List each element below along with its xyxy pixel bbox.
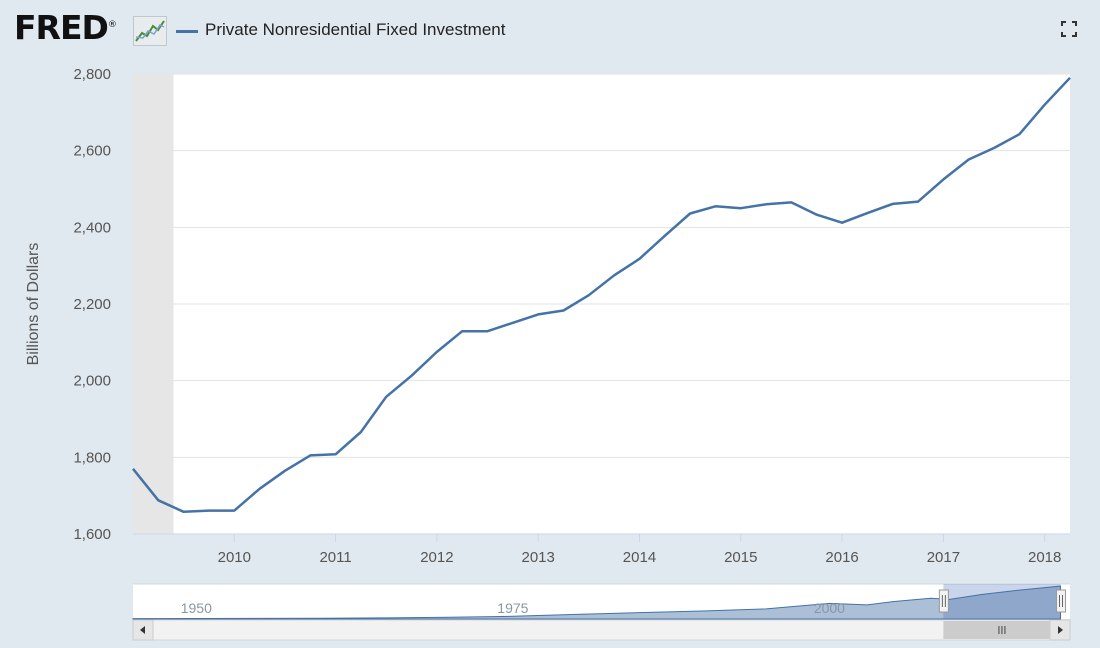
- navigator-series-area: [132, 585, 1061, 620]
- y-tick-label: 1,600: [73, 526, 111, 543]
- recession-shading: [133, 74, 174, 534]
- navigator-handle-left[interactable]: [938, 589, 949, 613]
- x-tick-label: 2012: [420, 549, 453, 566]
- x-tick-label: 2013: [522, 549, 555, 566]
- fred-graph-icon: [133, 16, 167, 46]
- arrow-right-icon: [1058, 626, 1063, 634]
- y-tick-label: 2,200: [73, 296, 111, 313]
- fullscreen-icon[interactable]: [1060, 20, 1078, 38]
- legend-series-name[interactable]: Private Nonresidential Fixed Investment: [205, 20, 506, 39]
- chart-header: FRED® Private Nonresidential Fixed Inves…: [0, 0, 1100, 62]
- navigator-background: [133, 584, 1070, 619]
- x-tick-label: 2016: [825, 549, 858, 566]
- x-tick-label: 2010: [218, 549, 251, 566]
- x-tick-label: 2018: [1028, 549, 1061, 566]
- navigator-handle-right[interactable]: [1056, 589, 1067, 613]
- arrow-left-icon: [140, 626, 145, 634]
- legend-swatch: [176, 30, 198, 33]
- y-tick-label: 2,600: [73, 143, 111, 160]
- scrollbar-track[interactable]: [132, 619, 1071, 641]
- navigator-label: 1950: [181, 600, 212, 616]
- navigator-label: 1975: [497, 600, 528, 616]
- x-tick-label: 2015: [724, 549, 757, 566]
- series-line[interactable]: [132, 76, 1071, 514]
- navigator-selection[interactable]: [943, 584, 1061, 619]
- x-tick-label: 2011: [319, 549, 351, 566]
- fred-logo-text: FRED: [14, 8, 109, 47]
- x-tick-label: 2017: [927, 549, 960, 566]
- fred-logo[interactable]: FRED®: [14, 8, 117, 47]
- fred-logo-registered: ®: [107, 20, 117, 30]
- y-tick-label: 2,800: [73, 66, 111, 83]
- y-axis-title: Billions of Dollars: [25, 243, 42, 366]
- x-tick-label: 2014: [623, 549, 656, 566]
- y-tick-label: 1,800: [73, 449, 111, 466]
- handle-grip[interactable]: [1056, 589, 1067, 613]
- navigator-label: 2000: [814, 600, 845, 616]
- y-tick-label: 2,400: [73, 219, 111, 236]
- handle-grip[interactable]: [938, 589, 949, 613]
- y-tick-label: 2,000: [73, 373, 111, 390]
